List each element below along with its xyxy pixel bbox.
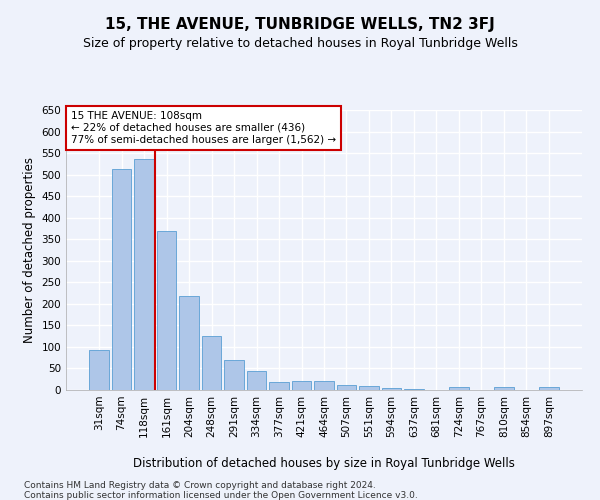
- Bar: [292, 381, 311, 390]
- Y-axis label: Number of detached properties: Number of detached properties: [23, 157, 36, 343]
- Bar: [157, 231, 176, 390]
- Bar: [247, 372, 266, 390]
- Bar: [179, 296, 199, 390]
- Bar: [337, 385, 356, 390]
- Bar: [89, 350, 109, 390]
- Text: 15 THE AVENUE: 108sqm
← 22% of detached houses are smaller (436)
77% of semi-det: 15 THE AVENUE: 108sqm ← 22% of detached …: [71, 112, 336, 144]
- Text: Contains HM Land Registry data © Crown copyright and database right 2024.: Contains HM Land Registry data © Crown c…: [24, 481, 376, 490]
- Text: 15, THE AVENUE, TUNBRIDGE WELLS, TN2 3FJ: 15, THE AVENUE, TUNBRIDGE WELLS, TN2 3FJ: [105, 18, 495, 32]
- Text: Contains public sector information licensed under the Open Government Licence v3: Contains public sector information licen…: [24, 491, 418, 500]
- Text: Distribution of detached houses by size in Royal Tunbridge Wells: Distribution of detached houses by size …: [133, 458, 515, 470]
- Bar: [314, 381, 334, 390]
- Bar: [359, 386, 379, 390]
- Bar: [449, 388, 469, 390]
- Bar: [134, 158, 154, 390]
- Bar: [202, 336, 221, 390]
- Bar: [269, 382, 289, 390]
- Bar: [539, 388, 559, 390]
- Text: Size of property relative to detached houses in Royal Tunbridge Wells: Size of property relative to detached ho…: [83, 38, 517, 51]
- Bar: [224, 360, 244, 390]
- Bar: [382, 388, 401, 390]
- Bar: [404, 389, 424, 390]
- Bar: [112, 170, 131, 390]
- Bar: [494, 388, 514, 390]
